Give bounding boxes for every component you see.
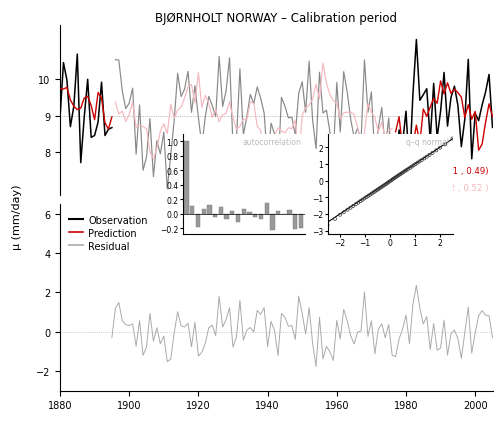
Bar: [299, 214, 303, 229]
Text: μ (mm/day): μ (mm/day): [12, 184, 22, 250]
Bar: [196, 214, 200, 228]
Point: [436, 145, 444, 152]
Point: [401, 168, 409, 175]
Point: [362, 194, 370, 201]
Point: [418, 157, 426, 164]
Point: [432, 148, 440, 155]
Bar: [224, 214, 228, 219]
Point: [344, 207, 351, 214]
Point: [364, 193, 372, 200]
Point: [402, 167, 410, 174]
Point: [331, 216, 339, 223]
Bar: [236, 214, 240, 222]
Point: [346, 205, 354, 212]
Legend: Observation, Prediction, Residual: Observation, Prediction, Residual: [65, 211, 152, 255]
Point: [396, 171, 404, 178]
Point: [441, 141, 449, 148]
Bar: [202, 209, 206, 214]
Bar: [213, 214, 218, 217]
Point: [352, 201, 360, 208]
Point: [392, 174, 400, 181]
Point: [340, 209, 348, 216]
Point: [368, 191, 376, 197]
Point: [420, 155, 428, 162]
Point: [324, 222, 332, 229]
Text: r(all)= 0.38 ( 0.22 , 0.52 ): r(all)= 0.38 ( 0.22 , 0.52 ): [378, 184, 488, 192]
Point: [404, 166, 412, 173]
Point: [373, 187, 381, 194]
Point: [360, 195, 368, 202]
Bar: [248, 213, 252, 214]
Bar: [184, 142, 188, 214]
Text: q–q normal: q–q normal: [406, 138, 449, 147]
Point: [414, 160, 422, 167]
Point: [379, 183, 387, 190]
Bar: [276, 212, 280, 214]
Point: [386, 178, 394, 185]
Point: [380, 182, 388, 189]
Title: BJØRNHOLT NORWAY – Calibration period: BJØRNHOLT NORWAY – Calibration period: [155, 12, 397, 25]
Point: [393, 173, 401, 180]
Bar: [242, 210, 246, 214]
Point: [354, 200, 362, 207]
Point: [398, 170, 406, 177]
Point: [388, 178, 396, 184]
Bar: [253, 214, 258, 217]
Point: [366, 192, 374, 199]
Point: [390, 175, 398, 182]
Bar: [259, 214, 263, 219]
Point: [358, 197, 366, 204]
Point: [399, 169, 407, 176]
Point: [426, 152, 434, 159]
Point: [383, 180, 391, 187]
Text: autocorrelation: autocorrelation: [242, 138, 302, 147]
Bar: [218, 207, 223, 214]
Point: [356, 198, 364, 205]
Bar: [270, 214, 274, 231]
Point: [410, 162, 418, 169]
Point: [376, 185, 384, 192]
Point: [406, 165, 414, 172]
Point: [378, 184, 386, 191]
Point: [423, 154, 431, 161]
Bar: [264, 204, 269, 214]
Point: [349, 203, 357, 210]
Text: r(indep.)= 0.27 ( 0.01 , 0.49): r(indep.)= 0.27 ( 0.01 , 0.49): [364, 167, 488, 175]
Bar: [288, 210, 292, 214]
Point: [370, 190, 378, 197]
Point: [371, 188, 379, 195]
Point: [408, 164, 416, 171]
Bar: [282, 214, 286, 215]
Bar: [190, 206, 194, 214]
Point: [416, 158, 424, 165]
Point: [384, 179, 392, 186]
Bar: [293, 214, 298, 229]
Point: [389, 176, 397, 183]
Bar: [208, 205, 212, 214]
Bar: [230, 211, 234, 214]
Point: [336, 212, 344, 219]
Point: [382, 181, 390, 188]
Point: [395, 172, 403, 179]
Point: [374, 186, 382, 193]
Point: [428, 150, 436, 157]
Point: [412, 161, 420, 168]
Point: [448, 136, 456, 143]
